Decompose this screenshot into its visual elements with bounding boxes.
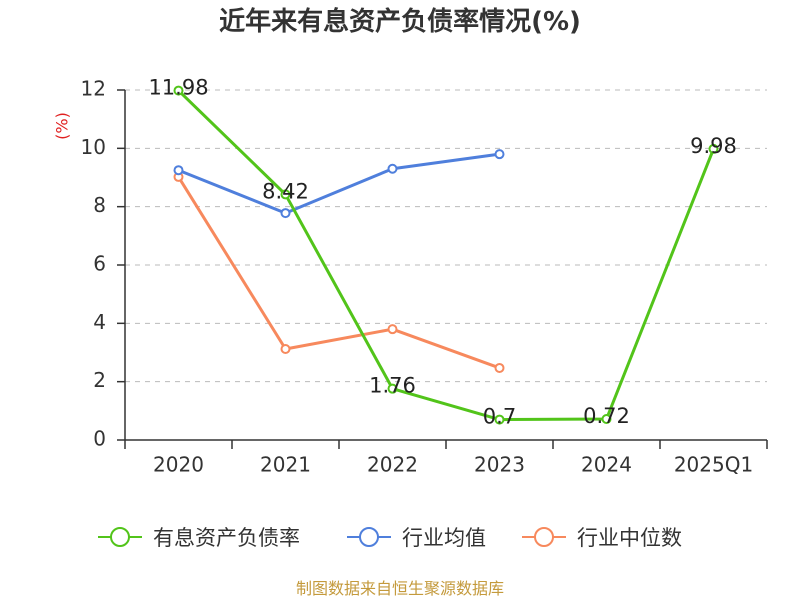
legend-line-circle-icon [347,527,391,547]
data-point-debt-ratio[interactable] [494,414,505,425]
data-point-industry-mean[interactable] [494,149,505,160]
series-line-debt-ratio [177,89,715,422]
data-point-debt-ratio[interactable] [280,189,291,200]
data-label: 8.42 [262,179,309,203]
x-tick-label: 2025Q1 [674,453,753,477]
y-axis-title: (%) [53,112,72,140]
series-debt-ratio [173,85,719,425]
data-point-industry-mean[interactable] [173,165,184,176]
y-tick-label: 0 [93,427,106,451]
data-label: 0.7 [483,405,516,429]
data-label: 9.98 [690,134,737,158]
legend-item-industry-mean[interactable]: 行业均值 [347,522,486,552]
y-tick-label: 6 [93,252,106,276]
data-point-industry-mean[interactable] [387,163,398,174]
y-tick-label: 12 [81,77,106,101]
data-point-industry-median[interactable] [494,362,505,373]
x-tick-label: 2022 [367,453,418,477]
data-point-industry-mean[interactable] [280,208,291,219]
legend-label: 行业中位数 [577,526,682,550]
legend-label: 行业均值 [402,526,486,550]
chart-title: 近年来有息资产负债率情况(%) [219,7,581,37]
legend-line-circle-icon [522,527,566,547]
series-industry-mean [173,149,505,219]
x-tick-label: 2024 [581,453,632,477]
legend-item-industry-median[interactable]: 行业中位数 [522,522,682,552]
data-label: 1.76 [369,374,416,398]
data-point-debt-ratio[interactable] [387,383,398,394]
data-label: 11.98 [148,76,208,100]
y-tick-label: 4 [93,310,106,334]
data-label: 0.72 [583,404,630,428]
y-tick-label: 2 [93,368,106,392]
legend-line-circle-icon [98,527,142,547]
x-tick-label: 2023 [474,453,525,477]
x-tick-label: 2021 [260,453,311,477]
data-point-debt-ratio[interactable] [708,143,719,154]
grid [125,89,767,383]
legend-item-debt-ratio[interactable]: 有息资产负债率 [98,522,300,552]
y-tick-label: 8 [93,193,106,217]
x-tick-label: 2020 [153,453,204,477]
series-line-industry-median [177,175,501,370]
data-point-debt-ratio[interactable] [173,85,184,96]
series-line-industry-mean [177,152,501,215]
data-point-debt-ratio[interactable] [601,414,612,424]
data-point-industry-median[interactable] [387,324,398,335]
y-tick-label: 10 [81,135,106,159]
legend-label: 有息资产负债率 [153,526,300,550]
data-point-industry-median[interactable] [280,344,291,354]
series-industry-median [173,171,505,373]
source-note: 制图数据来自恒生聚源数据库 [295,579,504,598]
